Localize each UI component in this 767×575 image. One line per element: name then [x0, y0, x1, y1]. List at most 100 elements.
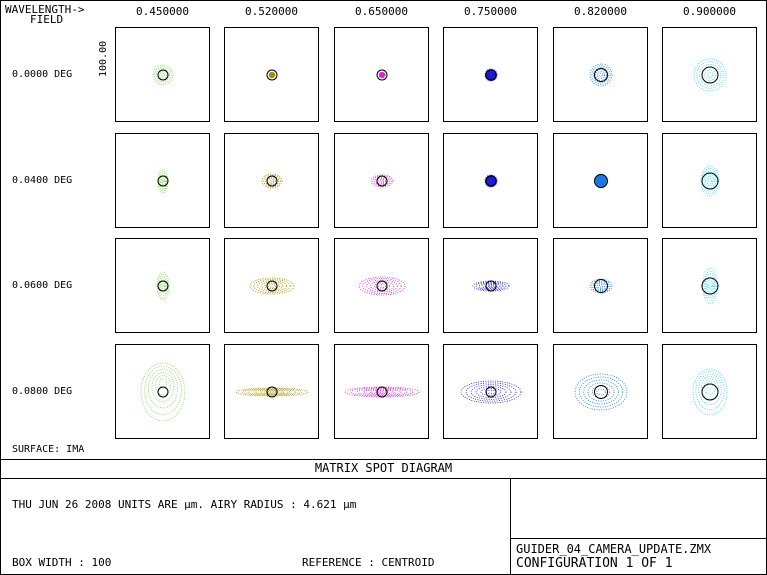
spot-ring	[702, 168, 718, 194]
spot-core	[269, 72, 275, 78]
spot-ring	[358, 276, 406, 296]
spot-ring	[375, 390, 389, 394]
spot-ring	[147, 368, 179, 409]
spot-plot	[484, 174, 498, 188]
spot-core	[485, 175, 497, 187]
spot-pattern	[589, 278, 613, 294]
spot-ring	[705, 173, 715, 189]
spot-ring	[158, 276, 168, 296]
airy-disk-circle	[594, 279, 608, 293]
spot-ring	[465, 382, 517, 402]
file-name: GUIDER_04_CAMERA_UPDATE.ZMX	[516, 542, 712, 556]
spot-plot	[484, 68, 498, 82]
spot-ring	[159, 172, 167, 190]
airy-disk-circle	[594, 68, 608, 82]
spot-cell-r3-c4	[443, 238, 538, 333]
spot-ring	[595, 69, 607, 81]
spot-ring	[235, 387, 309, 397]
spot-pattern	[702, 267, 718, 305]
spot-ring	[374, 176, 390, 186]
spot-pattern	[484, 68, 498, 82]
spot-pattern	[692, 368, 728, 416]
spot-ring	[706, 71, 714, 79]
spot-ring	[589, 63, 613, 87]
spot-ring	[475, 281, 507, 291]
spot-ring	[701, 376, 719, 400]
wavelength-header-4: 0.750000	[464, 5, 517, 18]
spot-ring	[692, 368, 728, 416]
spot-ring	[574, 373, 628, 411]
spot-ring	[241, 388, 303, 396]
spot-ring	[698, 63, 722, 87]
spot-core	[379, 72, 385, 78]
spot-cell-r1-c1	[115, 27, 210, 122]
airy-disk-circle	[701, 172, 719, 190]
spot-cell-r4-c1	[115, 344, 210, 439]
spot-pattern	[378, 71, 386, 79]
divider-title	[0, 478, 767, 479]
spot-ring	[161, 178, 165, 184]
spot-plot	[589, 63, 613, 87]
wavelength-header-1: 0.450000	[136, 5, 189, 18]
spot-ring	[366, 279, 398, 293]
spot-ring	[259, 390, 285, 394]
spot-ring	[155, 375, 171, 396]
spot-plot	[700, 165, 720, 197]
spot-pattern	[460, 380, 522, 404]
spot-ring	[695, 371, 725, 411]
spot-cell-r4-c2	[224, 344, 319, 439]
spot-pattern	[235, 387, 309, 397]
spot-ring	[379, 179, 385, 183]
spot-ring	[706, 175, 714, 187]
spot-ring	[484, 283, 498, 289]
airy-disk-circle	[376, 386, 388, 398]
spot-cell-r3-c6	[662, 238, 757, 333]
spot-cell-r3-c1	[115, 238, 210, 333]
spot-ring	[152, 64, 174, 86]
spot-ring	[703, 270, 717, 302]
spot-ring	[362, 278, 402, 294]
airy-disk-circle	[701, 66, 719, 84]
airy-disk-circle	[701, 383, 719, 401]
spot-cell-r1-c6	[662, 27, 757, 122]
spot-ring	[369, 389, 395, 395]
spot-ring	[144, 365, 182, 415]
spot-ring	[159, 71, 167, 79]
spot-ring	[154, 66, 172, 84]
airy-disk-circle	[157, 175, 169, 187]
airy-disk-circle	[266, 175, 278, 187]
spot-cell-r4-c3	[334, 344, 429, 439]
spot-ring	[370, 174, 394, 188]
spot-ring	[256, 280, 288, 292]
airy-disk-circle	[485, 69, 497, 81]
field-label-3: 0.0600 DEG	[12, 280, 73, 291]
spot-ring	[703, 170, 717, 192]
spot-ring	[693, 58, 727, 92]
spot-plot	[157, 168, 169, 194]
spot-ring	[261, 173, 283, 189]
spot-ring	[263, 174, 281, 188]
spot-pattern	[693, 58, 727, 92]
spot-ring	[460, 380, 522, 404]
spot-ring	[377, 284, 387, 288]
spot-plot	[574, 373, 628, 411]
spot-cell-r1-c5	[553, 27, 648, 122]
spot-cell-r2-c6	[662, 133, 757, 228]
spot-ring	[253, 278, 291, 294]
spot-cell-r4-c6	[662, 344, 757, 439]
reference: REFERENCE : CENTROID	[302, 556, 435, 569]
surface-label: SURFACE: IMA	[12, 444, 85, 455]
spot-ring	[706, 276, 714, 296]
spot-cell-r3-c3	[334, 238, 429, 333]
airy-disk-circle	[376, 175, 388, 187]
spot-ring	[593, 67, 609, 83]
spot-plot	[472, 280, 510, 292]
spot-ring	[593, 280, 609, 292]
spot-pattern	[249, 277, 295, 295]
spot-ring	[161, 283, 165, 289]
spot-ring	[160, 176, 166, 186]
spot-ring	[487, 284, 495, 288]
spot-plot	[266, 69, 278, 81]
spot-ring	[704, 69, 716, 81]
airy-disk-circle	[157, 386, 169, 398]
